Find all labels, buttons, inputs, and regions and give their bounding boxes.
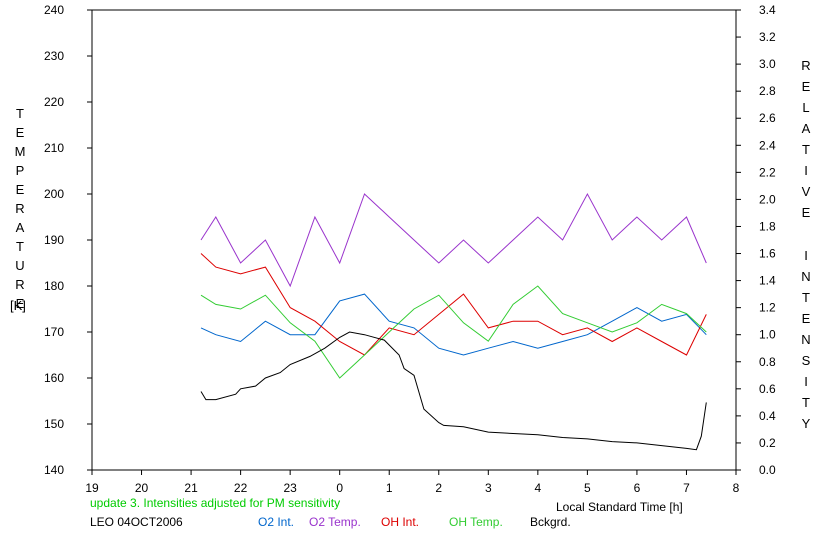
left-label-char: E [16, 125, 25, 140]
left-axis-unit: [K] [10, 298, 26, 313]
legend-entry: Bckgrd. [530, 515, 571, 529]
right-tick-label: 0.6 [759, 382, 776, 396]
left-tick-label: 160 [44, 371, 64, 385]
series-line [200, 285, 707, 379]
left-label-char: E [16, 296, 25, 311]
left-tick-label: 190 [44, 233, 64, 247]
x-tick-label: 20 [135, 481, 149, 495]
legend-entry: OH Int. [381, 515, 419, 529]
x-tick-label: 5 [584, 481, 591, 495]
x-tick-label: 3 [485, 481, 492, 495]
right-tick-label: 0.8 [759, 355, 776, 369]
right-label-char: I [804, 163, 808, 178]
x-tick-label: 6 [634, 481, 641, 495]
x-tick-label: 23 [283, 481, 297, 495]
left-tick-label: 200 [44, 187, 64, 201]
x-axis-label: Local Standard Time [h] [556, 500, 683, 514]
left-tick-label: 140 [44, 463, 64, 477]
right-tick-label: 3.4 [759, 3, 776, 17]
right-tick-label: 0.2 [759, 436, 776, 450]
x-tick-label: 22 [234, 481, 248, 495]
left-label-char: T [16, 106, 24, 121]
series-layer [200, 192, 707, 451]
right-label-char: A [802, 121, 811, 136]
left-tick-label: 230 [44, 49, 64, 63]
series-line [200, 293, 707, 356]
right-tick-label: 2.2 [759, 165, 776, 179]
left-label-char: M [15, 144, 26, 159]
right-tick-label: 2.6 [759, 111, 776, 125]
left-tick-label: 170 [44, 325, 64, 339]
left-tick-label: 210 [44, 141, 64, 155]
x-tick-label: 2 [435, 481, 442, 495]
left-label-char: A [16, 220, 25, 235]
right-label-char: N [801, 269, 810, 284]
left-label-char: T [16, 239, 24, 254]
x-tick-label: 21 [184, 481, 198, 495]
x-tick-label: 0 [336, 481, 343, 495]
series-line [200, 192, 707, 288]
right-label-char: Y [802, 416, 811, 431]
right-tick-label: 3.0 [759, 57, 776, 71]
right-label-char: I [804, 248, 808, 263]
right-tick-label: 1.6 [759, 247, 776, 261]
legend-entry: OH Temp. [449, 515, 503, 529]
left-label-char: R [15, 277, 24, 292]
left-label-char: P [16, 163, 25, 178]
x-axis: 19 20 21 22 23 0 1 2 3 4 5 6 7 8 [85, 470, 740, 495]
right-tick-label: 2.4 [759, 138, 776, 152]
right-label-char: T [802, 142, 810, 157]
legend: O2 Int. O2 Temp. OH Int. OH Temp. Bckgrd. [258, 515, 571, 529]
left-tick-label: 180 [44, 279, 64, 293]
right-label-char: E [802, 79, 811, 94]
right-label-char: R [801, 58, 810, 73]
right-label-char: N [801, 332, 810, 347]
right-y-axis: 0.0 0.2 0.4 0.6 0.8 1.0 1.2 1.4 1.6 1.8 2.0 2.2 2.4 2… [736, 3, 776, 477]
right-label-char: I [804, 374, 808, 389]
left-tick-label: 240 [44, 3, 64, 17]
annotation-text: update 3. Intensities adjusted for PM se… [90, 496, 340, 510]
station-label: LEO 04OCT2006 [90, 515, 183, 529]
x-tick-label: 1 [386, 481, 393, 495]
right-tick-label: 0.0 [759, 463, 776, 477]
right-label-char: T [802, 290, 810, 305]
x-tick-label: 7 [683, 481, 690, 495]
series-line [200, 331, 707, 451]
right-tick-label: 3.2 [759, 30, 776, 44]
series-line [200, 253, 707, 356]
left-label-char: U [15, 258, 24, 273]
right-tick-label: 1.8 [759, 219, 776, 233]
right-label-char: L [802, 100, 809, 115]
right-tick-label: 2.0 [759, 192, 776, 206]
left-tick-label: 150 [44, 417, 64, 431]
x-tick-label: 4 [535, 481, 542, 495]
left-y-axis: 140 150 160 170 180 190 200 210 220 230 240 [44, 3, 92, 477]
right-label-char: V [802, 184, 811, 199]
right-label-char: E [802, 311, 811, 326]
right-label-char: S [802, 353, 811, 368]
left-label-char: R [15, 201, 24, 216]
legend-entry: O2 Int. [258, 515, 294, 529]
legend-entry: O2 Temp. [309, 515, 361, 529]
right-label-char: E [802, 205, 811, 220]
x-tick-label: 8 [733, 481, 740, 495]
x-tick-label: 19 [85, 481, 99, 495]
right-tick-label: 0.4 [759, 409, 776, 423]
right-tick-label: 1.2 [759, 301, 776, 315]
left-label-char: E [16, 182, 25, 197]
left-tick-label: 220 [44, 95, 64, 109]
right-label-char: T [802, 395, 810, 410]
right-tick-label: 1.0 [759, 328, 776, 342]
right-tick-label: 2.8 [759, 84, 776, 98]
right-tick-label: 1.4 [759, 274, 776, 288]
